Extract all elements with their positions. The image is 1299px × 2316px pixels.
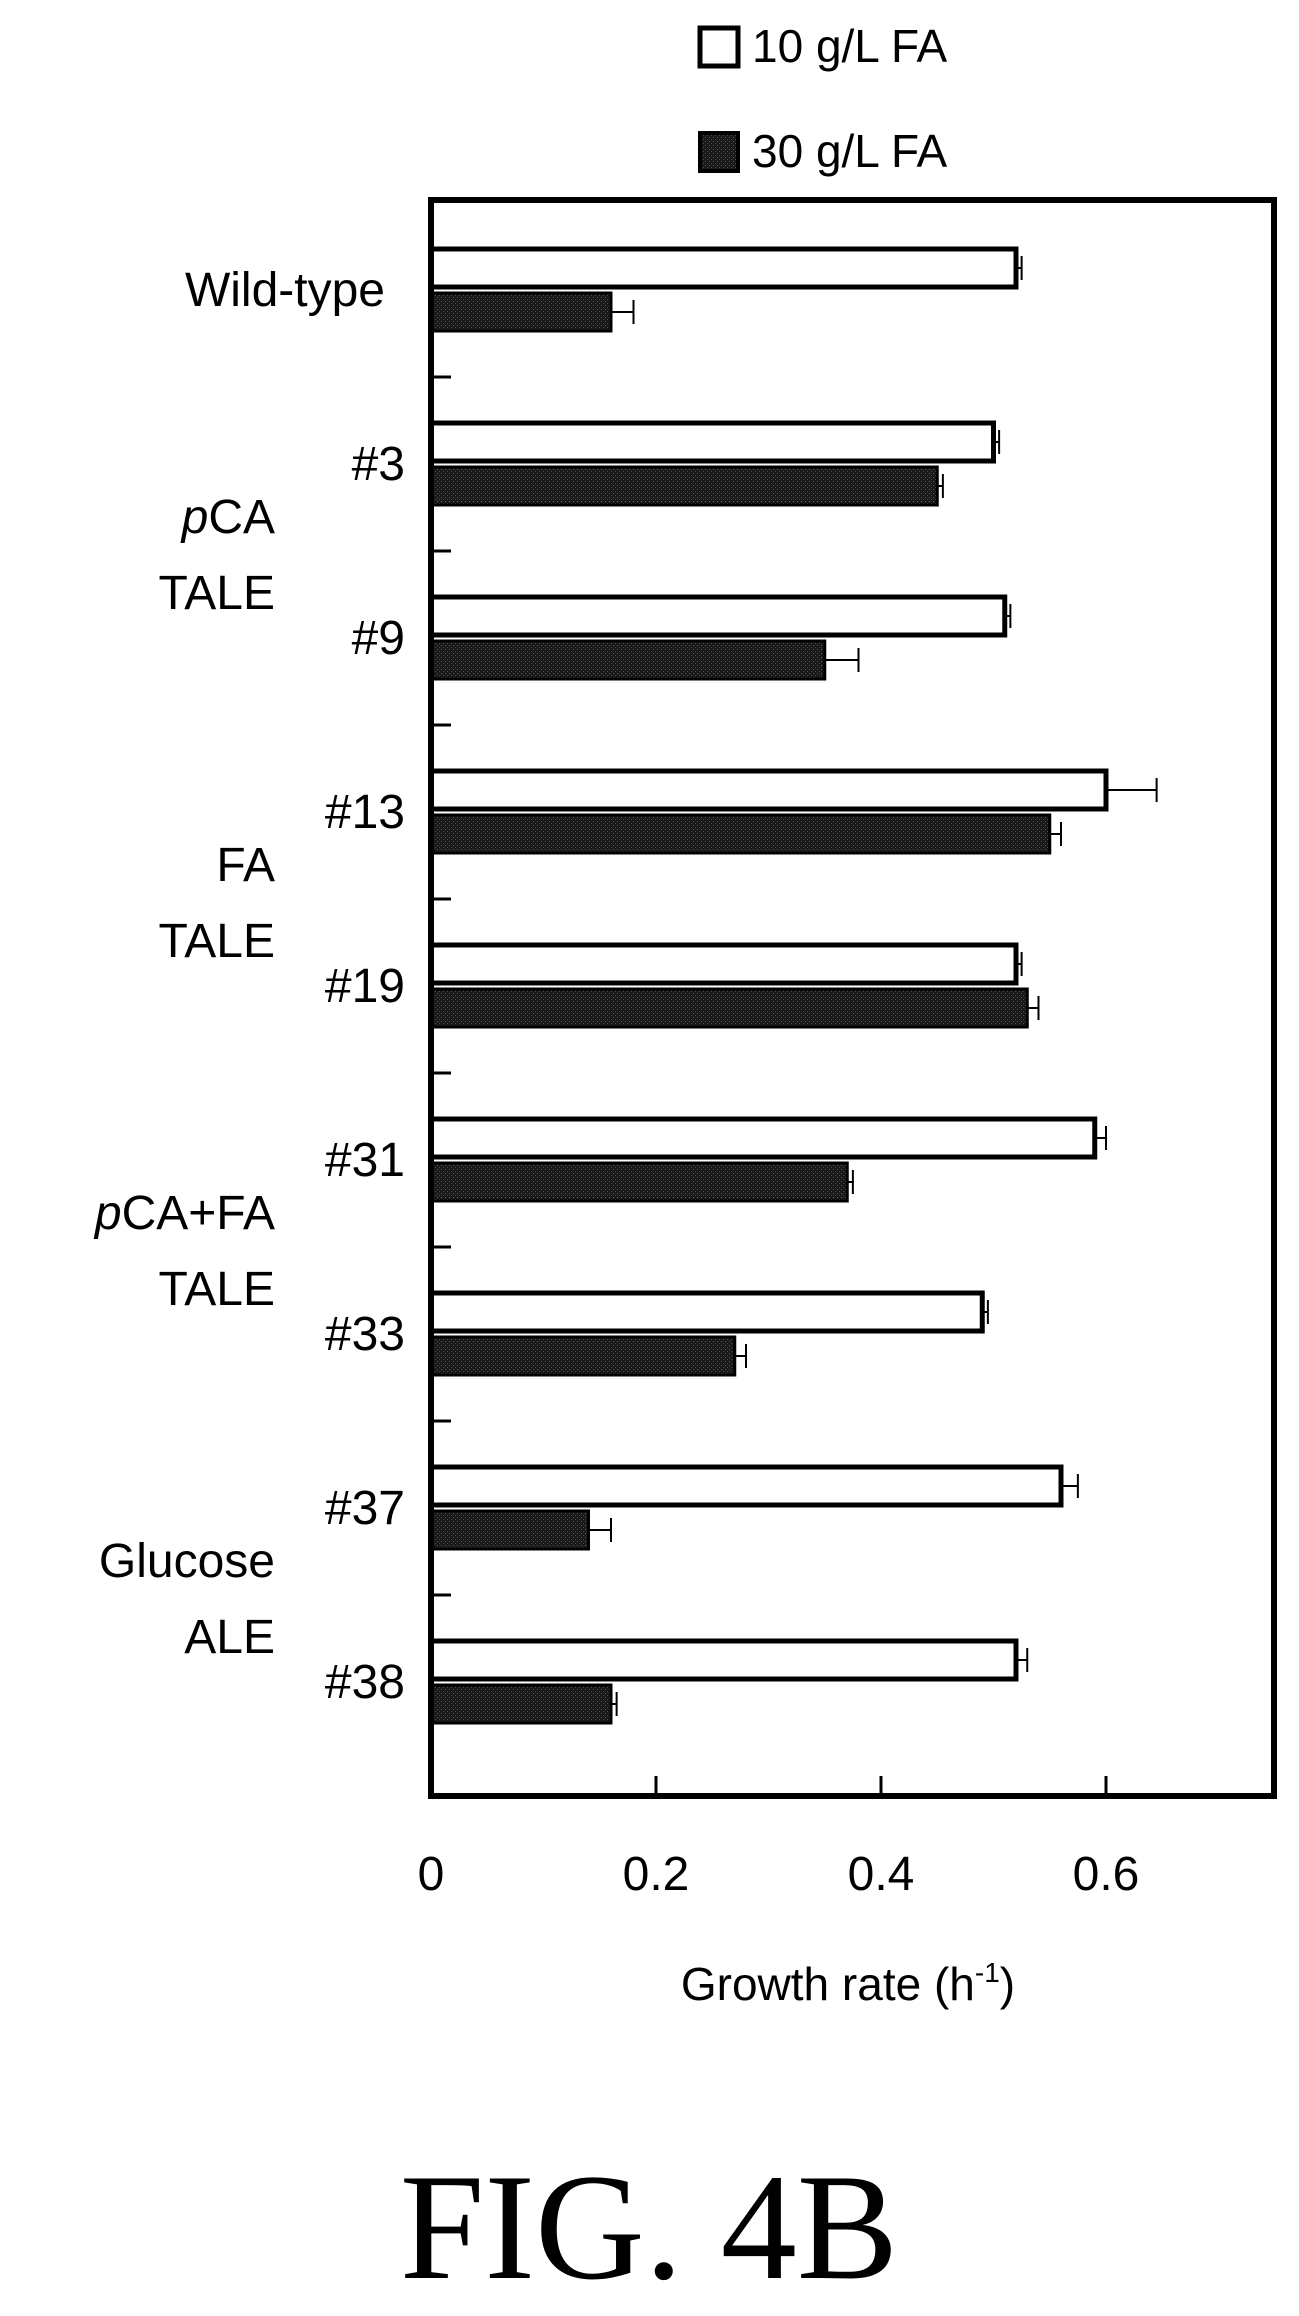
bar-30-8 <box>429 1683 613 1725</box>
legend-swatch-30 <box>698 131 740 173</box>
x-tick-label-2: 0.4 <box>848 1848 915 1901</box>
bar-30-6 <box>429 1335 737 1377</box>
bar-30-3 <box>429 813 1052 855</box>
bar-30-5 <box>429 1161 849 1203</box>
category-label-8: #38 <box>325 1656 405 1709</box>
legend: 10 g/L FA 30 g/L FA <box>697 20 948 177</box>
bar-10-1 <box>428 420 996 464</box>
group-labels: pCA TALE FA TALE pCA+FA TALE Glucose ALE <box>93 491 275 1664</box>
error-bars <box>588 256 1158 1716</box>
category-label-1: #3 <box>352 438 405 491</box>
bar-30-0 <box>429 291 613 333</box>
bar-10-0 <box>428 246 1019 290</box>
bar-30-4 <box>429 987 1029 1029</box>
legend-label-10: 10 g/L FA <box>752 20 948 72</box>
group-label-3-0: pCA+FA <box>93 1187 275 1240</box>
bar-10-3 <box>428 768 1109 812</box>
bar-30-7 <box>429 1509 590 1551</box>
category-label-0: Wild-type <box>185 264 385 317</box>
category-label-5: #31 <box>325 1134 405 1187</box>
plot-frame <box>428 197 1277 1799</box>
bar-30-2 <box>429 639 827 681</box>
bar-10-6 <box>428 1290 985 1334</box>
x-axis-label: Growth rate (h-1) <box>681 1957 1015 2010</box>
category-label-6: #33 <box>325 1308 405 1361</box>
bars <box>428 246 1109 1725</box>
bar-10-8 <box>428 1638 1019 1682</box>
bar-10-2 <box>428 594 1008 638</box>
category-label-7: #37 <box>325 1482 405 1535</box>
category-label-3: #13 <box>325 786 405 839</box>
category-labels: Wild-type #3 #9 #13 #19 #31 #33 #37 #38 <box>185 264 405 1709</box>
group-label-2-0: FA <box>216 839 275 892</box>
bar-30-1 <box>429 465 939 507</box>
legend-swatch-10 <box>697 25 741 69</box>
y-axis-ticks <box>431 375 451 1597</box>
group-label-3-1: TALE <box>159 1263 275 1316</box>
group-label-1-0: pCA <box>180 491 275 544</box>
x-axis-label-superscript: -1 <box>975 1957 1000 1988</box>
x-axis-ticks: 0 0.2 0.4 0.6 <box>418 1776 1140 1901</box>
x-tick-label-3: 0.6 <box>1073 1848 1140 1901</box>
x-tick-label-0: 0 <box>418 1848 445 1901</box>
bar-10-5 <box>428 1116 1098 1160</box>
category-label-4: #19 <box>325 960 405 1013</box>
bar-10-7 <box>428 1464 1064 1508</box>
legend-label-30: 30 g/L FA <box>752 125 948 177</box>
group-label-4-1: ALE <box>184 1611 275 1664</box>
bar-10-4 <box>428 942 1019 986</box>
category-label-2: #9 <box>352 612 405 665</box>
group-label-1-1: TALE <box>159 567 275 620</box>
x-tick-label-1: 0.2 <box>623 1848 690 1901</box>
group-label-2-1: TALE <box>159 915 275 968</box>
figure-label: FIG. 4B <box>400 2143 898 2311</box>
group-label-4-0: Glucose <box>99 1535 275 1588</box>
